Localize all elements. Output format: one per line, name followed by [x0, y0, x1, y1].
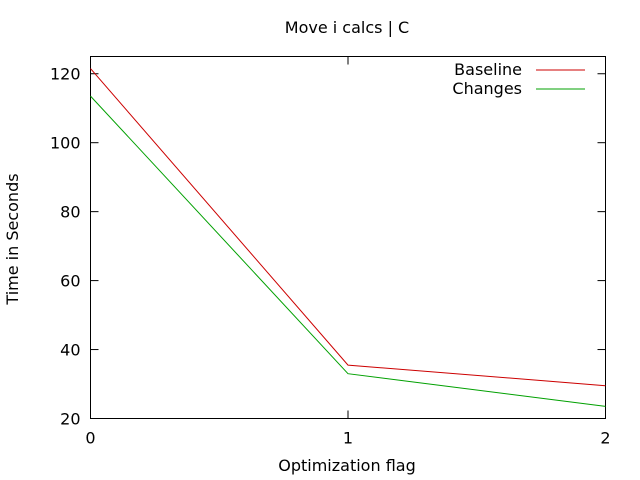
series-line-baseline	[90, 68, 606, 387]
x-tick-label: 2	[600, 429, 610, 448]
legend-label-baseline: Baseline	[454, 60, 522, 79]
x-axis-label: Optimization flag	[278, 456, 415, 475]
y-tick-label: 80	[60, 203, 80, 222]
y-tick-label: 20	[60, 410, 80, 429]
chart-title: Move i calcs | C	[285, 18, 409, 37]
x-tick-label: 1	[343, 429, 353, 448]
y-tick-label: 60	[60, 272, 80, 291]
y-tick-label: 100	[50, 134, 81, 153]
y-axis-label: Time in Seconds	[3, 173, 22, 305]
y-tick-label: 120	[50, 65, 81, 84]
y-tick-label: 40	[60, 341, 80, 360]
plot-frame	[90, 56, 606, 419]
series-group	[90, 68, 606, 407]
series-line-changes	[90, 95, 606, 407]
axis-ticks: 20 40 60 80 100 120 0 1 2	[50, 56, 611, 448]
legend-label-changes: Changes	[452, 79, 522, 98]
x-tick-label: 0	[85, 429, 95, 448]
